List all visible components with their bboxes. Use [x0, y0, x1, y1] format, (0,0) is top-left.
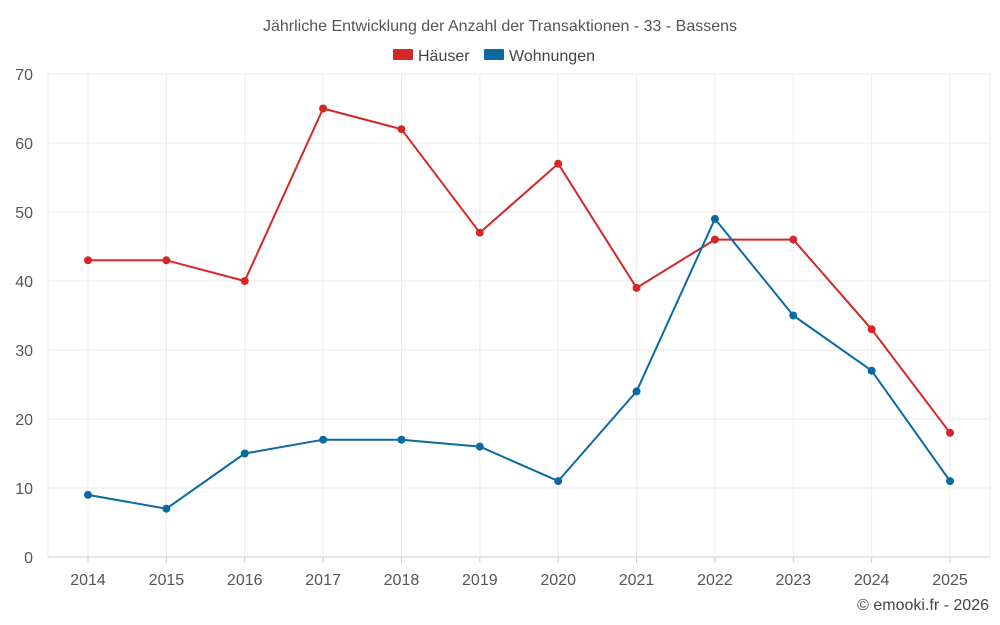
grid [47, 73, 991, 563]
series-line-haeuser [88, 107, 951, 434]
x-tick-label: 2018 [384, 572, 420, 589]
y-tick-label: 30 [15, 343, 33, 360]
data-point-wohnungen-2014[interactable] [84, 490, 92, 499]
data-point-haeuser-2019[interactable] [475, 228, 484, 237]
x-tick-label: 2016 [227, 572, 263, 589]
data-point-wohnungen-2023[interactable] [789, 311, 798, 320]
data-point-haeuser-2020[interactable] [554, 159, 563, 168]
data-point-haeuser-2017[interactable] [319, 104, 328, 113]
data-point-wohnungen-2018[interactable] [397, 435, 406, 444]
chart-title: Jährliche Entwicklung der Anzahl der Tra… [263, 18, 737, 35]
data-point-haeuser-2016[interactable] [240, 277, 249, 285]
data-point-haeuser-2018[interactable] [397, 125, 406, 134]
series-line-wohnungen [87, 217, 951, 510]
data-point-haeuser-2025[interactable] [946, 428, 954, 437]
x-axis-ticks: 2014 2015 2016 2017 2018 2019 2020 2021 2022 2023… [70, 572, 968, 589]
data-point-wohnungen-2024[interactable] [867, 366, 876, 375]
data-point-haeuser-2023[interactable] [789, 235, 798, 244]
y-tick-label: 40 [15, 274, 33, 291]
y-tick-label: 0 [24, 550, 33, 567]
data-point-wohnungen-2017[interactable] [319, 435, 328, 444]
data-point-wohnungen-2015[interactable] [162, 504, 171, 513]
data-point-haeuser-2021[interactable] [632, 283, 641, 292]
legend-label-haeuser[interactable]: Häuser [418, 48, 470, 65]
x-tick-label: 2022 [697, 572, 733, 589]
y-tick-label: 70 [15, 67, 33, 84]
data-point-haeuser-2024[interactable] [867, 325, 876, 334]
y-axis-ticks: 0 10 20 30 40 50 60 70 [15, 67, 33, 567]
data-point-wohnungen-2020[interactable] [554, 477, 563, 486]
x-tick-label: 2023 [775, 572, 811, 589]
data-point-wohnungen-2021[interactable] [632, 387, 641, 396]
y-tick-label: 60 [15, 136, 33, 153]
x-tick-label: 2014 [70, 572, 106, 589]
x-tick-label: 2025 [932, 572, 968, 589]
data-point-wohnungen-2019[interactable] [475, 442, 484, 451]
data-point-wohnungen-2022[interactable] [710, 214, 719, 223]
data-point-wohnungen-2025[interactable] [946, 477, 954, 486]
y-tick-label: 10 [15, 481, 33, 498]
y-tick-label: 20 [15, 412, 33, 429]
legend-swatch-haeuser [393, 49, 413, 60]
legend-label-wohnungen[interactable]: Wohnungen [509, 48, 595, 65]
x-tick-label: 2017 [305, 572, 341, 589]
credit-text: © emooki.fr - 2026 [857, 597, 989, 614]
series [84, 104, 954, 513]
x-tick-label: 2021 [619, 572, 655, 589]
x-tick-label: 2020 [540, 572, 576, 589]
x-tick-label: 2024 [854, 572, 890, 589]
data-point-wohnungen-2016[interactable] [240, 449, 249, 458]
x-tick-label: 2019 [462, 572, 498, 589]
legend-swatch-wohnungen [484, 49, 504, 60]
data-point-haeuser-2015[interactable] [162, 256, 171, 265]
x-tick-label: 2015 [149, 572, 185, 589]
legend: Häuser Wohnungen [393, 48, 595, 65]
data-point-haeuser-2014[interactable] [84, 256, 92, 265]
data-point-haeuser-2022[interactable] [710, 235, 719, 244]
y-tick-label: 50 [15, 205, 33, 222]
